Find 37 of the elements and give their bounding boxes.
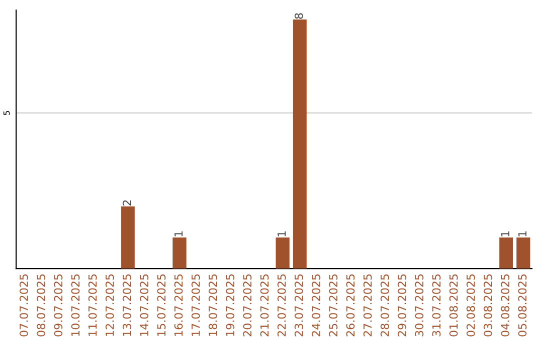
x-tick-label: 24.07.2025 [312, 274, 320, 336]
x-tick-label: 04.08.2025 [500, 274, 510, 336]
y-tick-label: 5 [4, 111, 10, 115]
data-label: 1 [174, 231, 183, 236]
x-tick-label: 28.07.2025 [380, 274, 390, 336]
data-label: 1 [278, 231, 286, 236]
x-tick-label: 11.07.2025 [88, 274, 97, 336]
x-tick-label: 15.07.2025 [157, 274, 166, 336]
x-tick-label: 30.07.2025 [414, 274, 424, 336]
x-tick-label: 08.07.2025 [36, 274, 46, 336]
x-tick-label: 20.07.2025 [243, 274, 252, 336]
x-tick-label: 26.07.2025 [346, 274, 355, 336]
x-tick-label: 02.08.2025 [466, 274, 475, 336]
x-tick-label: 22.07.2025 [277, 274, 286, 336]
x-tick-label: 19.07.2025 [226, 274, 234, 336]
x-tick-label: 23.07.2025 [294, 274, 304, 336]
x-tick-label: 07.07.2025 [20, 274, 28, 336]
x-tick-label: 05.08.2025 [518, 274, 527, 336]
data-label: 1 [501, 231, 510, 236]
data-label: 2 [122, 200, 131, 206]
x-tick-label: 14.07.2025 [140, 274, 148, 336]
x-tick-label: 31.07.2025 [432, 274, 441, 336]
x-tick-label: 25.07.2025 [329, 274, 338, 336]
data-label: 1 [518, 231, 526, 236]
x-tick-label: 13.07.2025 [122, 274, 132, 336]
data-label: 8 [294, 13, 304, 19]
x-tick-label: 03.08.2025 [484, 274, 492, 336]
x-tick-label: 29.07.2025 [398, 274, 406, 336]
x-tick-label: 10.07.2025 [71, 274, 80, 336]
x-tick-label: 27.07.2025 [363, 274, 372, 336]
x-tick-label: 16.07.2025 [174, 274, 183, 336]
x-tick-label: 12.07.2025 [106, 274, 114, 336]
x-tick-label: 01.08.2025 [449, 274, 458, 336]
x-tick-label: 17.07.2025 [192, 274, 200, 336]
x-tick-label: 21.07.2025 [260, 274, 269, 336]
x-tick-label: 18.07.2025 [208, 274, 218, 336]
x-tick-label: 09.07.2025 [54, 274, 62, 336]
